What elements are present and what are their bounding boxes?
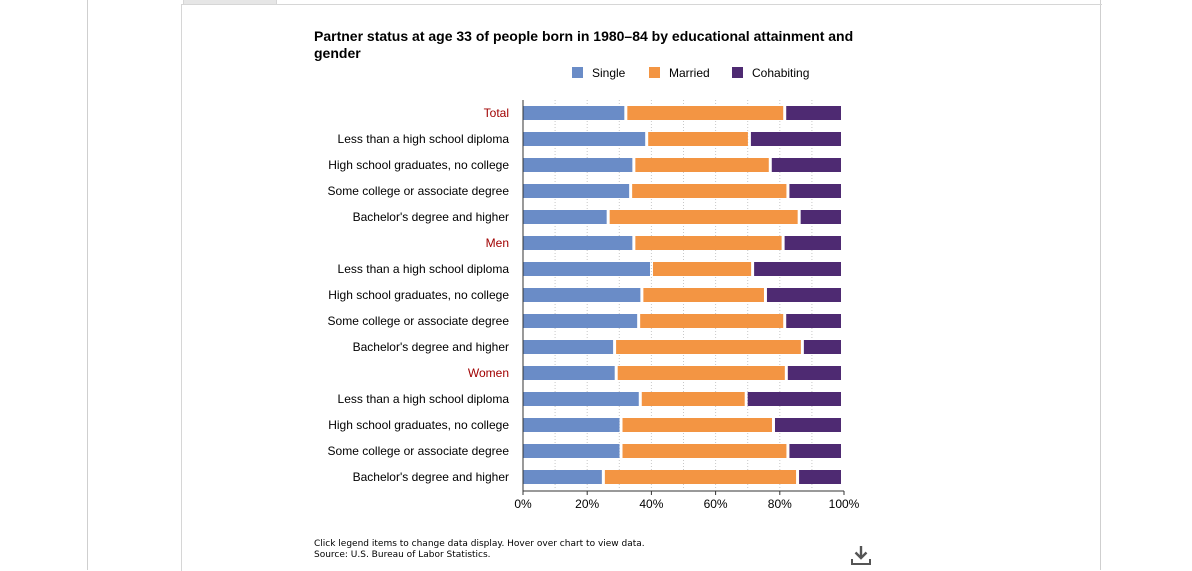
legend-label-cohabiting: Cohabiting: [752, 66, 810, 80]
bar-single[interactable]: [523, 288, 641, 302]
bar-single[interactable]: [523, 444, 620, 458]
legend-label-married: Married: [669, 66, 710, 80]
bar-cohabiting[interactable]: [766, 288, 841, 302]
category-label: Bachelor's degree and higher: [353, 470, 509, 484]
category-label: Some college or associate degree: [328, 184, 510, 198]
bar-married[interactable]: [622, 444, 787, 458]
bar-cohabiting[interactable]: [784, 236, 841, 250]
category-label: Bachelor's degree and higher: [353, 340, 509, 354]
chart-footnote: Click legend items to change data displa…: [314, 539, 645, 561]
bar-married[interactable]: [641, 392, 745, 406]
bar-cohabiting[interactable]: [800, 210, 841, 224]
bar-single[interactable]: [523, 340, 614, 354]
bar-single[interactable]: [523, 392, 639, 406]
category-label: Some college or associate degree: [328, 314, 510, 328]
bar-single[interactable]: [523, 418, 620, 432]
bar-single[interactable]: [523, 184, 630, 198]
bar-married[interactable]: [653, 262, 752, 276]
legend-swatch-cohabiting: [732, 67, 743, 78]
x-tick-label: 0%: [514, 497, 532, 511]
x-tick-label: 40%: [639, 497, 663, 511]
bar-cohabiting[interactable]: [799, 470, 841, 484]
bar-cohabiting[interactable]: [771, 158, 841, 172]
bar-single[interactable]: [523, 158, 633, 172]
legend-swatch-married: [649, 67, 660, 78]
bar-married[interactable]: [604, 470, 797, 484]
legend-swatch-single: [572, 67, 583, 78]
bar-cohabiting[interactable]: [754, 262, 841, 276]
category-label: Less than a high school diploma: [338, 392, 510, 406]
bar-married[interactable]: [648, 132, 748, 146]
category-label: Some college or associate degree: [328, 444, 510, 458]
bar-single[interactable]: [523, 470, 602, 484]
bar-single[interactable]: [523, 314, 638, 328]
bar-cohabiting[interactable]: [774, 418, 841, 432]
download-button[interactable]: [850, 544, 872, 566]
category-label: High school graduates, no college: [328, 418, 509, 432]
bar-married[interactable]: [643, 288, 764, 302]
bar-cohabiting[interactable]: [789, 444, 841, 458]
bar-cohabiting[interactable]: [786, 314, 841, 328]
bar-married[interactable]: [640, 314, 784, 328]
bar-single[interactable]: [523, 210, 607, 224]
bar-cohabiting[interactable]: [789, 184, 841, 198]
x-tick-label: 60%: [704, 497, 728, 511]
bar-married[interactable]: [627, 106, 784, 120]
bar-single[interactable]: [523, 236, 633, 250]
bar-cohabiting[interactable]: [747, 392, 841, 406]
category-label: Bachelor's degree and higher: [353, 210, 509, 224]
category-label: Men: [486, 236, 509, 250]
x-tick-label: 100%: [829, 497, 860, 511]
bar-married[interactable]: [617, 366, 785, 380]
bar-married[interactable]: [635, 158, 769, 172]
bar-married[interactable]: [609, 210, 798, 224]
bar-married[interactable]: [622, 418, 772, 432]
bar-cohabiting[interactable]: [750, 132, 841, 146]
footnote-source: Source: U.S. Bureau of Labor Statistics.: [314, 550, 491, 560]
stacked-bar-chart[interactable]: Total Less than a high school diploma High…: [0, 0, 1192, 530]
footnote-instructions: Click legend items to change data displa…: [314, 539, 645, 549]
bar-single[interactable]: [523, 106, 625, 120]
bar-cohabiting[interactable]: [787, 366, 841, 380]
bar-married[interactable]: [616, 340, 801, 354]
bar-single[interactable]: [523, 366, 615, 380]
bar-cohabiting[interactable]: [803, 340, 841, 354]
x-tick-label: 20%: [575, 497, 599, 511]
bar-married[interactable]: [632, 184, 787, 198]
category-label: Less than a high school diploma: [338, 262, 510, 276]
bar-married[interactable]: [635, 236, 782, 250]
legend-label-single: Single: [592, 66, 626, 80]
bar-single[interactable]: [523, 262, 651, 276]
chart-card: [181, 4, 1102, 571]
bar-single[interactable]: [523, 132, 646, 146]
chart-title: Partner status at age 33 of people born …: [314, 28, 854, 61]
category-label: Less than a high school diploma: [338, 132, 510, 146]
x-tick-label: 80%: [768, 497, 792, 511]
bar-cohabiting[interactable]: [786, 106, 841, 120]
category-label: Women: [468, 366, 509, 380]
category-label: High school graduates, no college: [328, 158, 509, 172]
page-frame-right: [1100, 0, 1101, 570]
category-label: Total: [484, 106, 509, 120]
download-icon: [851, 546, 871, 565]
page-frame-left: [87, 0, 88, 570]
category-label: High school graduates, no college: [328, 288, 509, 302]
